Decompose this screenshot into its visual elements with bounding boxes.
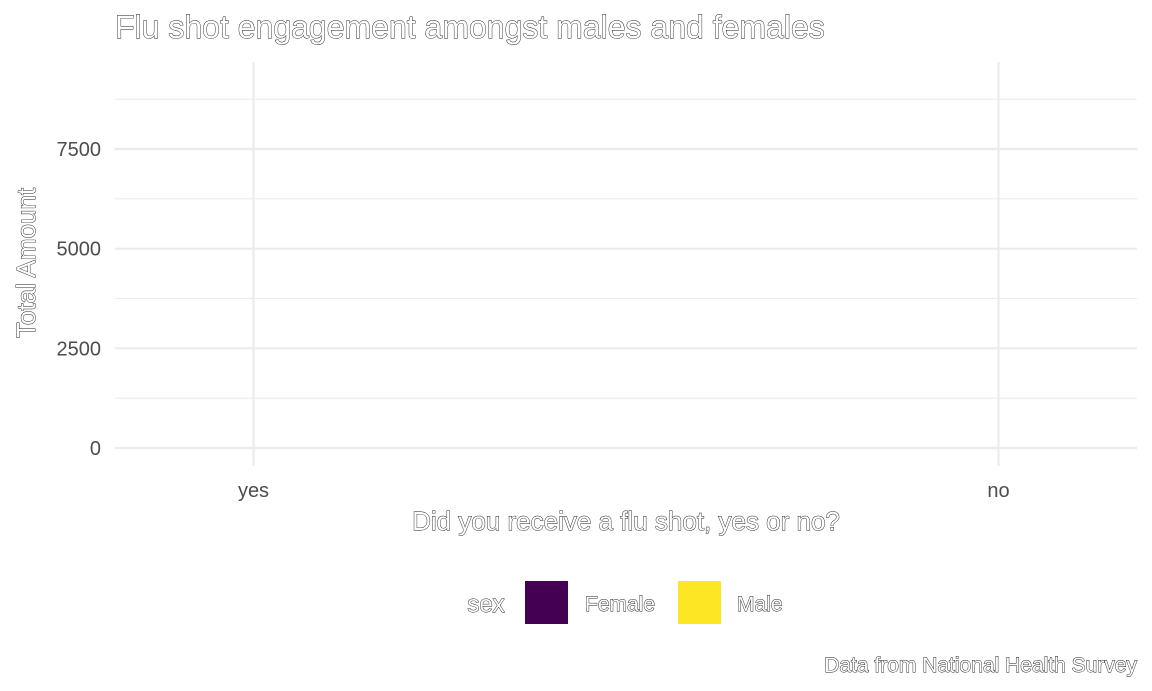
x-tick-label: yes [238, 480, 269, 502]
x-axis-label: Did you receive a flu shot, yes or no? [412, 506, 840, 536]
grid-layer [115, 62, 1137, 466]
chart-caption: Data from National Health Survey [824, 654, 1137, 677]
y-tick-label: 0 [90, 438, 101, 460]
legend-label-female: Female [585, 593, 655, 616]
y-tick-labels: 0 2500 5000 7500 [57, 139, 102, 460]
y-tick-label: 2500 [57, 338, 102, 360]
x-tick-labels: yes no [238, 480, 1010, 502]
x-tick-label: no [987, 480, 1009, 502]
legend-key-male [678, 581, 721, 624]
chart-title: Flu shot engagement amongst males and fe… [115, 9, 825, 45]
y-tick-label: 5000 [57, 239, 102, 261]
legend-key-female [525, 581, 568, 624]
legend: sex Female Male [467, 581, 783, 624]
y-axis-label: Total Amount [11, 187, 41, 338]
y-tick-label: 7500 [57, 139, 102, 161]
legend-label-male: Male [737, 593, 783, 616]
legend-title: sex [467, 591, 504, 618]
